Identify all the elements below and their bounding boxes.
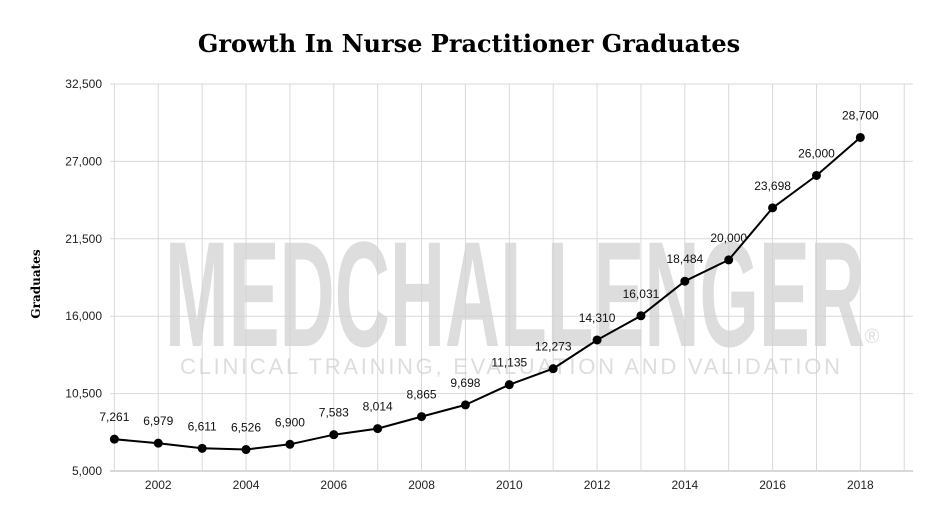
data-point: [504, 380, 514, 390]
series-line: [114, 136, 861, 451]
y-tick-label: 32,500: [65, 77, 102, 91]
data-point: [417, 412, 427, 422]
data-label: 9,698: [450, 376, 480, 390]
data-label: 6,526: [231, 421, 261, 435]
data-point: [592, 335, 602, 345]
data-point: [109, 434, 119, 444]
data-label: 28,700: [842, 108, 879, 122]
data-label: 7,261: [99, 410, 129, 424]
series-graduates: [114, 136, 861, 451]
x-tick-label: 2004: [233, 478, 260, 492]
data-label: 26,000: [798, 146, 835, 160]
data-label: 14,310: [579, 311, 616, 325]
data-label: 16,031: [623, 287, 660, 301]
watermark: MEDCHALLENGER CLINICAL TRAINING, EVALUAT…: [165, 210, 880, 379]
data-label: 6,611: [188, 419, 217, 433]
x-tick-label: 2016: [759, 478, 786, 492]
y-tick-label: 21,500: [65, 232, 102, 246]
data-point: [768, 203, 778, 213]
data-point: [373, 424, 383, 434]
x-tick-label: 2018: [847, 478, 874, 492]
x-tick-label: 2012: [584, 478, 611, 492]
y-tick-label: 27,000: [65, 154, 102, 168]
data-labels: 7,261 6,979 6,611 6,526 6,900 7,583 8,014 8,865…: [99, 108, 879, 434]
data-point: [548, 364, 558, 374]
chart-title: Growth In Nurse Practitioner Graduates: [198, 29, 740, 58]
watermark-tagline: CLINICAL TRAINING, EVALUATION AND VALIDA…: [180, 354, 840, 379]
data-label: 6,979: [143, 414, 173, 428]
x-tick-label: 2014: [671, 478, 698, 492]
x-axis-ticks: 2002 2004 2006 2008 2010 2012 2014 2016 2018: [145, 478, 874, 492]
data-point: [855, 132, 865, 142]
data-point: [197, 443, 207, 453]
y-axis-label: Graduates: [29, 249, 43, 318]
data-label: 18,484: [666, 252, 703, 266]
data-point: [329, 430, 339, 440]
data-point: [241, 445, 251, 455]
data-label: 12,273: [535, 340, 572, 354]
data-point: [460, 400, 470, 410]
gridlines: [110, 83, 913, 472]
data-label: 8,865: [407, 388, 437, 402]
data-point: [811, 170, 821, 180]
data-label: 11,135: [491, 356, 527, 370]
data-points: [109, 132, 865, 455]
y-tick-label: 16,000: [65, 309, 102, 323]
watermark-logo: MEDCHALLENGER: [165, 210, 865, 378]
x-tick-label: 2002: [145, 478, 172, 492]
data-label: 23,698: [754, 179, 791, 193]
watermark-registered-mark: ®: [865, 326, 880, 348]
x-tick-label: 2008: [408, 478, 435, 492]
x-tick-label: 2006: [320, 478, 347, 492]
y-tick-label: 5,000: [72, 464, 102, 478]
x-tick-label: 2010: [496, 478, 523, 492]
data-point: [724, 255, 734, 265]
data-label: 20,000: [710, 231, 747, 245]
data-label: 7,583: [319, 406, 349, 420]
data-label: 6,900: [275, 415, 305, 429]
data-point: [680, 276, 690, 286]
y-tick-label: 10,500: [65, 387, 102, 401]
y-axis-ticks: 5,000 10,500 16,000 21,500 27,000 32,500: [65, 77, 102, 478]
data-point: [636, 311, 646, 321]
data-point: [285, 439, 295, 449]
data-point: [153, 438, 163, 448]
data-label: 8,014: [363, 400, 393, 414]
